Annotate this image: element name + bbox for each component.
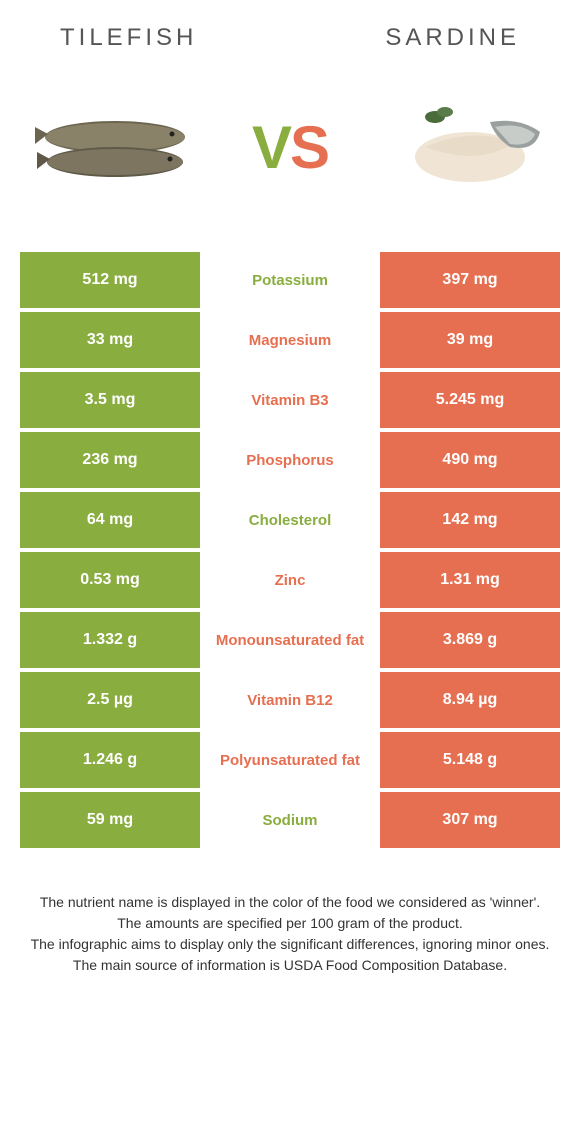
left-value: 512 mg	[20, 252, 200, 308]
nutrient-label: Magnesium	[200, 312, 380, 368]
footer-line: The nutrient name is displayed in the co…	[20, 892, 560, 913]
nutrient-label: Vitamin B3	[200, 372, 380, 428]
right-value: 307 mg	[380, 792, 560, 848]
table-row: 512 mgPotassium397 mg	[20, 252, 560, 308]
table-row: 0.53 mgZinc1.31 mg	[20, 552, 560, 608]
right-value: 5.245 mg	[380, 372, 560, 428]
table-row: 1.246 gPolyunsaturated fat5.148 g	[20, 732, 560, 788]
vs-row: VS	[0, 62, 580, 252]
right-value: 8.94 µg	[380, 672, 560, 728]
left-value: 1.246 g	[20, 732, 200, 788]
right-value: 142 mg	[380, 492, 560, 548]
sardine-image	[380, 92, 550, 202]
right-value: 5.148 g	[380, 732, 560, 788]
vs-v: V	[252, 114, 290, 181]
left-food-title: TILEFISH	[60, 24, 197, 52]
nutrient-label: Potassium	[200, 252, 380, 308]
table-row: 59 mgSodium307 mg	[20, 792, 560, 848]
tilefish-image	[30, 92, 200, 202]
nutrient-label: Monounsaturated fat	[200, 612, 380, 668]
right-value: 3.869 g	[380, 612, 560, 668]
nutrient-table: 512 mgPotassium397 mg33 mgMagnesium39 mg…	[20, 252, 560, 848]
nutrient-label: Phosphorus	[200, 432, 380, 488]
left-value: 59 mg	[20, 792, 200, 848]
left-value: 1.332 g	[20, 612, 200, 668]
footer-line: The amounts are specified per 100 gram o…	[20, 913, 560, 934]
table-row: 1.332 gMonounsaturated fat3.869 g	[20, 612, 560, 668]
table-row: 33 mgMagnesium39 mg	[20, 312, 560, 368]
right-value: 397 mg	[380, 252, 560, 308]
footer-line: The main source of information is USDA F…	[20, 955, 560, 976]
left-value: 236 mg	[20, 432, 200, 488]
table-row: 2.5 µgVitamin B128.94 µg	[20, 672, 560, 728]
nutrient-label: Vitamin B12	[200, 672, 380, 728]
nutrient-label: Cholesterol	[200, 492, 380, 548]
nutrient-label: Sodium	[200, 792, 380, 848]
right-value: 39 mg	[380, 312, 560, 368]
table-row: 64 mgCholesterol142 mg	[20, 492, 560, 548]
left-value: 64 mg	[20, 492, 200, 548]
footer-notes: The nutrient name is displayed in the co…	[0, 852, 580, 996]
left-value: 0.53 mg	[20, 552, 200, 608]
right-value: 1.31 mg	[380, 552, 560, 608]
nutrient-label: Zinc	[200, 552, 380, 608]
right-value: 490 mg	[380, 432, 560, 488]
table-row: 236 mgPhosphorus490 mg	[20, 432, 560, 488]
nutrient-label: Polyunsaturated fat	[200, 732, 380, 788]
table-row: 3.5 mgVitamin B35.245 mg	[20, 372, 560, 428]
left-value: 33 mg	[20, 312, 200, 368]
left-value: 2.5 µg	[20, 672, 200, 728]
vs-s: S	[290, 114, 328, 181]
vs-label: VS	[252, 113, 328, 182]
right-food-title: SARDINE	[385, 24, 520, 52]
footer-line: The infographic aims to display only the…	[20, 934, 560, 955]
left-value: 3.5 mg	[20, 372, 200, 428]
header: TILEFISH SARDINE	[0, 0, 580, 62]
